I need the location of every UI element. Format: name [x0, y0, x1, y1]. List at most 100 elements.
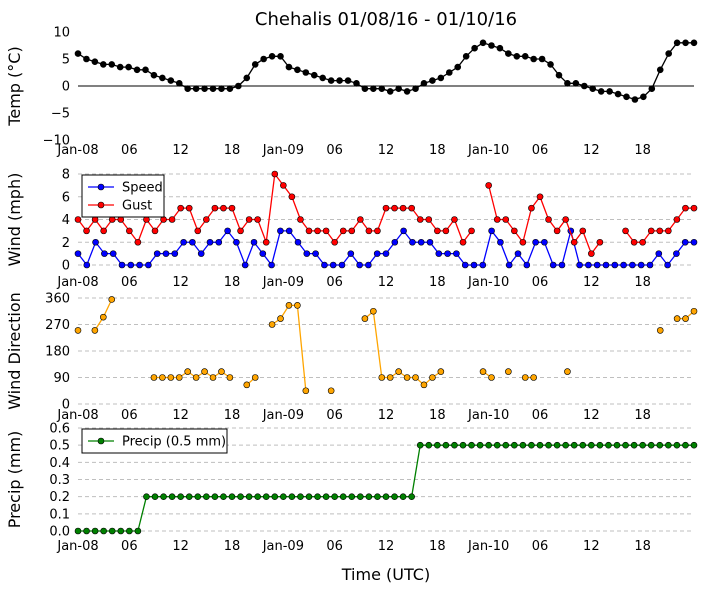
data-point — [211, 493, 219, 500]
y-tick-label: 0 — [62, 398, 70, 413]
data-point — [444, 250, 451, 257]
data-point — [420, 80, 428, 87]
data-point — [302, 69, 310, 76]
data-point — [488, 227, 495, 235]
data-point — [673, 39, 681, 47]
x-tick-label: 12 — [378, 539, 395, 554]
x-tick-label: 18 — [634, 275, 651, 290]
data-point — [497, 238, 504, 246]
data-point — [637, 261, 645, 269]
y-tick-label: −10 — [43, 134, 70, 149]
y-axis-label: Wind Direction — [5, 292, 24, 410]
y-tick-label: 0.3 — [49, 473, 70, 488]
data-point — [160, 493, 167, 500]
legend: Precip (0.5 mm) — [81, 428, 228, 454]
data-point — [167, 374, 175, 381]
data-point — [589, 85, 597, 92]
data-point — [365, 493, 373, 500]
data-point — [101, 250, 108, 257]
y-tick-label: 2 — [62, 236, 70, 251]
data-point — [361, 315, 369, 322]
data-point — [108, 61, 116, 68]
series-line — [153, 370, 231, 379]
data-point — [74, 327, 82, 334]
data-point — [386, 374, 394, 381]
x-tick-label: 06 — [121, 539, 138, 554]
data-point — [493, 216, 501, 223]
data-point — [168, 493, 176, 500]
x-tick-label: 06 — [326, 408, 343, 423]
x-tick-label: Jan-09 — [262, 275, 304, 290]
data-point — [412, 374, 419, 381]
data-point — [336, 77, 343, 84]
data-point — [209, 374, 217, 381]
data-point — [505, 368, 512, 375]
data-point — [479, 368, 487, 375]
y-tick-label: 6 — [62, 190, 70, 205]
data-point — [277, 52, 284, 60]
data-point — [630, 238, 638, 246]
data-point — [505, 50, 512, 57]
data-point — [100, 227, 107, 235]
data-point — [177, 493, 184, 500]
data-point — [656, 227, 664, 235]
data-point — [91, 327, 99, 334]
data-point — [288, 493, 296, 500]
data-point — [175, 374, 183, 381]
data-point — [521, 374, 529, 381]
data-point — [285, 63, 293, 71]
data-point — [673, 315, 681, 322]
data-point — [348, 227, 356, 235]
data-point — [83, 261, 91, 269]
data-point — [280, 493, 287, 500]
x-tick-label: Jan-09 — [262, 408, 304, 423]
y-tick-label: 270 — [45, 318, 70, 333]
data-point — [521, 52, 529, 60]
data-point — [237, 493, 244, 500]
data-point — [646, 261, 654, 269]
data-point — [536, 441, 544, 449]
data-point — [620, 261, 627, 269]
chart-title: Chehalis 01/08/16 - 01/10/16 — [255, 9, 517, 30]
data-point — [189, 238, 196, 246]
data-point — [262, 238, 270, 246]
data-point — [673, 250, 680, 257]
data-point — [277, 227, 284, 235]
data-point — [400, 227, 407, 235]
data-point — [488, 42, 495, 49]
y-tick-label: 180 — [45, 345, 70, 360]
data-point — [226, 85, 234, 92]
series-1 — [74, 296, 698, 395]
data-point — [151, 493, 159, 500]
data-point — [408, 493, 415, 500]
x-tick-label: 06 — [532, 408, 549, 423]
data-point — [327, 387, 335, 395]
data-point — [297, 216, 304, 223]
data-point — [511, 441, 518, 449]
data-point — [558, 261, 566, 269]
data-point — [682, 204, 689, 212]
data-point — [451, 216, 458, 223]
x-tick-label: 12 — [172, 143, 189, 158]
data-point — [150, 374, 158, 381]
data-point — [262, 493, 270, 500]
data-point — [228, 493, 236, 500]
data-point — [312, 250, 319, 257]
data-point — [145, 261, 152, 269]
data-point — [92, 238, 99, 246]
data-point — [220, 493, 227, 500]
data-point — [622, 441, 629, 449]
data-point — [134, 527, 142, 535]
data-point — [211, 204, 219, 212]
data-point — [136, 261, 143, 269]
data-point — [536, 193, 544, 201]
data-point — [259, 250, 267, 257]
data-point — [585, 261, 592, 269]
x-tick-label: 12 — [583, 408, 600, 423]
data-point — [268, 52, 276, 60]
y-axis-label: Wind (mph) — [5, 173, 24, 267]
data-point — [555, 71, 563, 79]
data-point — [305, 227, 313, 235]
series-line — [364, 309, 442, 386]
data-point — [294, 238, 302, 246]
